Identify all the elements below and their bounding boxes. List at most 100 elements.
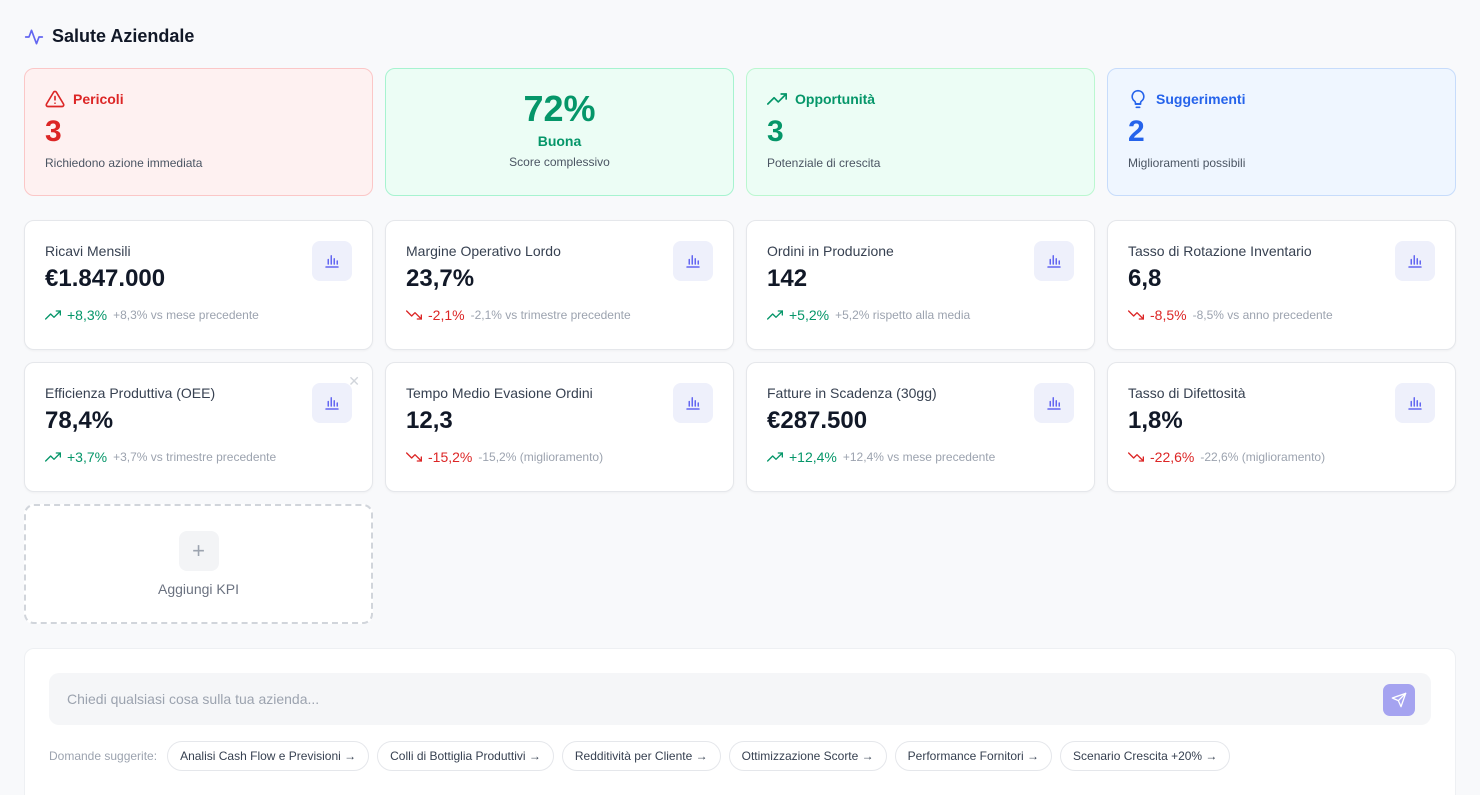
kpi-chart-button[interactable] (1034, 241, 1074, 281)
kpi-name: Efficienza Produttiva (OEE) (45, 385, 216, 401)
kpi-trend-pct: -22,6% (1150, 449, 1195, 465)
kpi-trend-pct: +8,3% (67, 307, 108, 323)
trend-down-icon (406, 310, 422, 320)
suggestion-chip[interactable]: Performance Fornitori → (894, 741, 1053, 771)
danger-title: Pericoli (73, 91, 124, 107)
kpi-chart-button[interactable] (1034, 383, 1074, 423)
kpi-trend: +5,2% +5,2% rispetto alla media (767, 307, 1074, 323)
kpi-trend-note: -15,2% (miglioramento) (478, 450, 604, 464)
kpi-chart-button[interactable] (312, 241, 352, 281)
add-kpi-button[interactable]: + Aggiungi KPI (24, 504, 373, 624)
activity-icon (24, 29, 44, 45)
kpi-trend-pct: +3,7% (67, 449, 108, 465)
kpi-card[interactable]: Margine Operativo Lordo 23,7% -2,1% -2,1% v… (385, 220, 734, 350)
bar-chart-icon (686, 255, 700, 268)
kpi-name: Fatture in Scadenza (30gg) (767, 385, 937, 401)
kpi-trend-note: +12,4% vs mese precedente (842, 450, 996, 464)
kpi-trend-note: +8,3% vs mese precedente (113, 308, 259, 322)
kpi-trend-pct: +5,2% (789, 307, 830, 323)
bar-chart-icon (686, 397, 700, 410)
kpi-card[interactable]: Ricavi Mensili €1.847.000 +8,3% +8,3% vs me… (24, 220, 373, 350)
score-sub: Score complessivo (509, 154, 610, 169)
kpi-trend: +8,3% +8,3% vs mese precedente (45, 307, 352, 323)
send-icon (1391, 692, 1407, 708)
suggested-questions: Domande suggerite: Analisi Cash Flow e P… (49, 741, 1231, 771)
trending-up-icon (767, 93, 787, 105)
kpi-chart-button[interactable] (673, 383, 713, 423)
remove-kpi-icon[interactable]: ✕ (348, 373, 360, 389)
suggestion-chip[interactable]: Redditività per Cliente → (561, 741, 721, 771)
kpi-trend-note: +5,2% rispetto alla media (835, 308, 971, 322)
kpi-trend: -2,1% -2,1% vs trimestre precedente (406, 307, 713, 323)
score-card[interactable]: 72% Buona Score complessivo (385, 68, 734, 196)
kpi-chart-button[interactable] (673, 241, 713, 281)
kpi-chart-button[interactable] (1395, 383, 1435, 423)
kpi-value: 6,8 (1128, 265, 1162, 292)
kpi-name: Tempo Medio Evasione Ordini (406, 385, 593, 401)
kpi-value: 23,7% (406, 265, 475, 292)
kpi-trend-note: -8,5% vs anno precedente (1192, 308, 1333, 322)
kpi-value: 12,3 (406, 407, 453, 434)
danger-card[interactable]: Pericoli 3 Richiedono azione immediata (24, 68, 373, 196)
kpi-value: €1.847.000 (45, 265, 166, 292)
danger-sub: Richiedono azione immediata (45, 156, 203, 170)
trend-up-icon (767, 310, 783, 320)
opportunity-sub: Potenziale di crescita (767, 156, 881, 170)
lightbulb-icon (1131, 89, 1145, 109)
kpi-trend-pct: -8,5% (1150, 307, 1187, 323)
kpi-trend-note: -2,1% vs trimestre precedente (470, 308, 631, 322)
chat-input[interactable] (49, 673, 1431, 725)
kpi-trend-pct: +12,4% (789, 449, 837, 465)
kpi-name: Tasso di Rotazione Inventario (1128, 243, 1312, 259)
add-kpi-label: Aggiungi KPI (158, 581, 239, 597)
suggestion-chip[interactable]: Scenario Crescita +20% → (1060, 741, 1231, 771)
score-label: Buona (537, 132, 582, 149)
suggestions-title: Suggerimenti (1156, 91, 1246, 107)
kpi-card[interactable]: Ordini in Produzione 142 +5,2% +5,2% rispet… (746, 220, 1095, 350)
kpi-value: 142 (767, 265, 808, 292)
kpi-trend-pct: -2,1% (428, 307, 465, 323)
kpi-trend: -22,6% -22,6% (miglioramento) (1128, 449, 1435, 465)
summary-row: Pericoli 3 Richiedono azione immediata 7… (24, 68, 1456, 196)
suggested-label: Domande suggerite: (49, 749, 158, 763)
kpi-value: €287.500 (767, 407, 868, 434)
trend-down-icon (1128, 452, 1144, 462)
opportunity-card[interactable]: Opportunità 3 Potenziale di crescita (746, 68, 1095, 196)
kpi-chart-button[interactable] (1395, 241, 1435, 281)
page-title: Salute Aziendale (52, 26, 195, 46)
send-button[interactable] (1383, 684, 1415, 716)
bar-chart-icon (1047, 255, 1061, 268)
kpi-name: Ordini in Produzione (767, 243, 894, 259)
suggestions-count: 2 (1128, 115, 1145, 148)
kpi-grid: Ricavi Mensili €1.847.000 +8,3% +8,3% vs me… (24, 220, 1456, 624)
kpi-name: Margine Operativo Lordo (406, 243, 561, 259)
kpi-card[interactable]: Fatture in Scadenza (30gg) €287.500 +12,4%… (746, 362, 1095, 492)
kpi-card[interactable]: Tasso di Difettosità 1,8% -22,6% -22,6% (mi… (1107, 362, 1456, 492)
trend-up-icon (45, 310, 61, 320)
kpi-trend: +3,7% +3,7% vs trimestre precedente (45, 449, 352, 465)
kpi-trend: -8,5% -8,5% vs anno precedente (1128, 307, 1435, 323)
opportunity-title: Opportunità (795, 91, 876, 107)
score-value: 72% (523, 88, 596, 129)
chat-panel: Domande suggerite: Analisi Cash Flow e P… (24, 648, 1456, 795)
suggestion-chip[interactable]: Colli di Bottiglia Produttivi → (377, 741, 554, 771)
alert-triangle-icon (45, 90, 65, 108)
plus-icon: + (178, 531, 219, 571)
kpi-chart-button[interactable] (312, 383, 352, 423)
suggestions-sub: Miglioramenti possibili (1128, 156, 1246, 170)
bar-chart-icon (1408, 397, 1422, 410)
opportunity-count: 3 (767, 115, 784, 148)
kpi-card[interactable]: Tempo Medio Evasione Ordini 12,3 -15,2% -15… (385, 362, 734, 492)
page-header: Salute Aziendale (24, 26, 194, 47)
kpi-trend: -15,2% -15,2% (miglioramento) (406, 449, 713, 465)
kpi-trend-pct: -15,2% (428, 449, 473, 465)
kpi-name: Ricavi Mensili (45, 243, 131, 259)
kpi-card[interactable]: ✕ Efficienza Produttiva (OEE) 78,4% +3,7% +3… (24, 362, 373, 492)
suggestion-chip[interactable]: Analisi Cash Flow e Previsioni → (167, 741, 370, 771)
kpi-card[interactable]: Tasso di Rotazione Inventario 6,8 -8,5% -8,… (1107, 220, 1456, 350)
kpi-trend-note: -22,6% (miglioramento) (1200, 450, 1326, 464)
bar-chart-icon (1047, 397, 1061, 410)
suggestions-card[interactable]: Suggerimenti 2 Miglioramenti possibili (1107, 68, 1456, 196)
suggestion-chip[interactable]: Ottimizzazione Scorte → (728, 741, 887, 771)
bar-chart-icon (325, 255, 339, 268)
